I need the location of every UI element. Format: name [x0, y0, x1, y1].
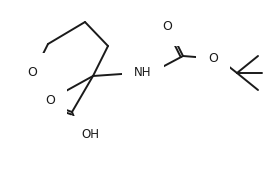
Text: O: O	[208, 52, 218, 65]
Text: O: O	[27, 65, 37, 78]
Text: NH: NH	[134, 66, 152, 80]
Text: OH: OH	[81, 128, 99, 140]
Text: O: O	[162, 21, 172, 34]
Text: O: O	[45, 93, 55, 106]
